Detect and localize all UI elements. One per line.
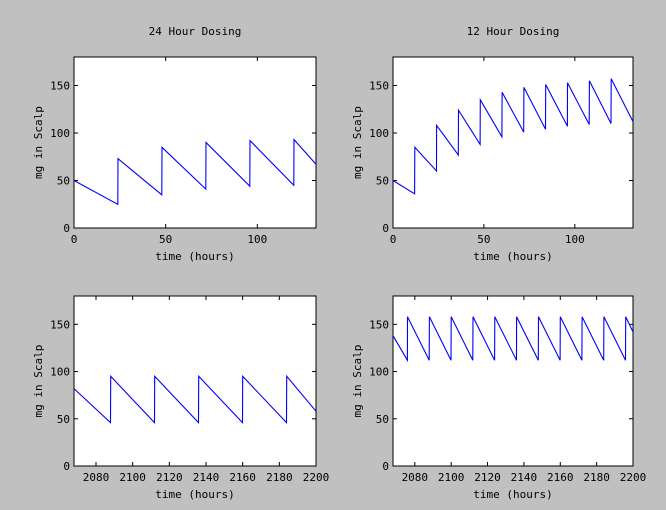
y-tick-label: 100	[369, 366, 389, 379]
x-tick-label: 50	[477, 233, 490, 246]
series-line	[73, 374, 317, 424]
x-tick-label: 50	[159, 233, 172, 246]
tick-marks	[393, 296, 634, 467]
series-layer	[73, 138, 317, 206]
tick-marks	[392, 57, 633, 229]
x-tick-label: 2120	[474, 471, 501, 484]
y-tick-label: 150	[50, 80, 70, 93]
x-tick-label: 0	[71, 233, 78, 246]
y-tick-label: 150	[50, 318, 70, 331]
subplot-12h-steady: 2080 2100 2120 2140 2160 2180 2200 0 50 100 150 ti…	[351, 295, 646, 501]
y-tick-label: 50	[376, 413, 389, 426]
x-tick-label: 2160	[547, 471, 574, 484]
series-layer	[392, 78, 634, 195]
series-layer	[392, 316, 634, 363]
x-tick-label: 100	[247, 233, 267, 246]
series-line	[73, 138, 317, 206]
series-layer	[73, 374, 317, 424]
subplot-12h-early: 0 50 100 0 50 100 150 12 Hour Dosing time (hou…	[351, 25, 634, 263]
x-tick-label: 0	[390, 233, 397, 246]
axes-area	[392, 56, 634, 229]
subplot-24h-steady: 2080 2100 2120 2140 2160 2180 2200 0 50 100 150 ti…	[32, 295, 329, 501]
x-axis-label: time (hours)	[473, 488, 552, 501]
subplot-24h-early: 0 50 100 0 50 100 150 24 Hour Dosing time (hou…	[32, 25, 317, 263]
y-axis-label: mg in Scalp	[32, 106, 45, 179]
axes-area	[73, 295, 317, 467]
x-axis-label: time (hours)	[473, 250, 552, 263]
y-tick-label: 150	[369, 318, 389, 331]
y-tick-label: 50	[57, 175, 70, 188]
y-tick-label: 100	[50, 127, 70, 140]
series-line	[392, 78, 634, 195]
y-tick-label: 150	[369, 80, 389, 93]
y-tick-label: 0	[382, 460, 389, 473]
axes-area	[73, 56, 317, 229]
x-axis-label: time (hours)	[155, 488, 234, 501]
x-tick-label: 2140	[511, 471, 538, 484]
x-tick-label: 2100	[438, 471, 465, 484]
series-line	[392, 316, 634, 363]
x-tick-label: 2180	[266, 471, 293, 484]
chart-title: 24 Hour Dosing	[149, 25, 242, 38]
tick-labels: 2080 2100 2120 2140 2160 2180 2200 0 50 100 150	[50, 318, 329, 484]
y-tick-label: 50	[376, 175, 389, 188]
y-tick-label: 0	[382, 222, 389, 235]
tick-labels: 0 50 100 0 50 100 150	[369, 80, 585, 247]
x-tick-label: 2080	[402, 471, 429, 484]
tick-marks	[73, 57, 316, 229]
y-axis-label: mg in Scalp	[351, 345, 364, 418]
x-tick-label: 2160	[229, 471, 256, 484]
y-tick-label: 50	[57, 413, 70, 426]
x-axis-label: time (hours)	[155, 250, 234, 263]
y-tick-label: 100	[50, 366, 70, 379]
y-tick-label: 0	[63, 460, 70, 473]
x-tick-label: 2080	[83, 471, 110, 484]
x-tick-label: 2180	[583, 471, 610, 484]
x-tick-label: 2200	[303, 471, 330, 484]
x-tick-label: 2120	[156, 471, 183, 484]
y-tick-label: 100	[369, 127, 389, 140]
y-axis-label: mg in Scalp	[32, 345, 45, 418]
x-tick-label: 2100	[119, 471, 146, 484]
x-tick-label: 2200	[620, 471, 647, 484]
tick-labels: 0 50 100 0 50 100 150	[50, 80, 267, 247]
tick-labels: 2080 2100 2120 2140 2160 2180 2200 0 50 100 150	[369, 318, 646, 484]
y-tick-label: 0	[63, 222, 70, 235]
x-tick-label: 2140	[193, 471, 220, 484]
chart-title: 12 Hour Dosing	[467, 25, 560, 38]
tick-marks	[74, 296, 317, 467]
y-axis-label: mg in Scalp	[351, 106, 364, 179]
x-tick-label: 100	[565, 233, 585, 246]
